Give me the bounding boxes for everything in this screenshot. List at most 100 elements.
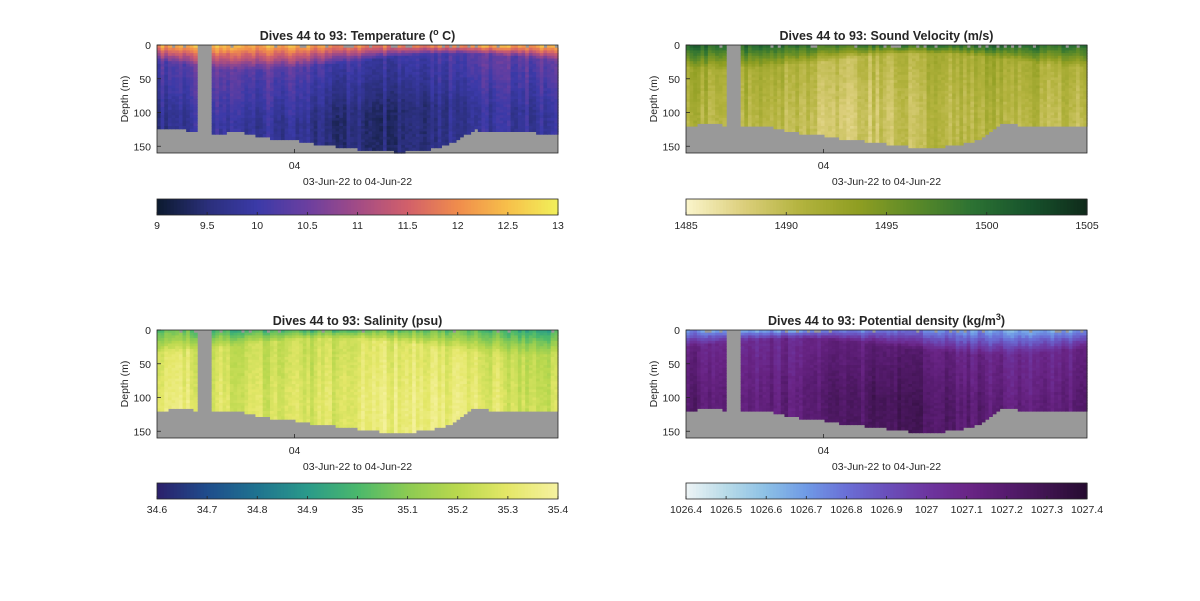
heatmap-cell xyxy=(229,126,235,130)
heatmap-cell xyxy=(397,50,402,54)
heatmap-cell xyxy=(455,117,461,122)
heatmap-cell xyxy=(237,115,242,119)
heatmap-cell xyxy=(437,61,442,65)
heatmap-cell xyxy=(157,99,162,103)
heatmap-cell xyxy=(321,80,326,84)
heatmap-cell xyxy=(335,88,340,92)
heatmap-cell xyxy=(346,136,351,141)
heatmap-cell xyxy=(331,131,337,135)
heatmap-cell xyxy=(452,99,457,103)
heatmap-cell xyxy=(357,88,362,92)
heatmap-cell xyxy=(419,53,424,57)
heatmap-cell xyxy=(747,123,753,127)
heatmap-cell xyxy=(248,128,253,132)
heatmap-cell xyxy=(412,72,417,76)
heatmap-cell xyxy=(299,50,304,54)
heatmap-cell xyxy=(397,117,402,122)
heatmap-cell xyxy=(244,112,249,116)
heatmap-cell xyxy=(390,99,395,103)
heatmap-cell xyxy=(284,47,289,51)
heatmap-cell xyxy=(193,80,198,84)
heatmap-cell xyxy=(364,90,370,95)
heatmap-cell xyxy=(186,61,191,65)
heatmap-cell xyxy=(361,45,366,49)
colorbar-segment xyxy=(387,199,392,215)
heatmap-cell xyxy=(226,120,231,124)
heatmap-cell xyxy=(744,123,749,127)
heatmap-cell xyxy=(302,117,308,122)
heatmap-cell xyxy=(350,96,355,100)
heatmap-cell xyxy=(233,80,238,84)
heatmap-cell xyxy=(160,109,165,114)
heatmap-cell xyxy=(317,128,322,132)
heatmap-cell xyxy=(335,136,340,141)
heatmap-cell xyxy=(270,47,275,51)
heatmap-cell xyxy=(404,55,410,60)
heatmap-cell xyxy=(222,45,227,49)
heatmap-cell xyxy=(291,72,297,76)
heatmap-cell xyxy=(218,88,224,92)
heatmap-cell xyxy=(401,142,406,146)
heatmap-cell xyxy=(404,104,410,108)
heatmap-cell xyxy=(255,128,260,132)
heatmap-cell xyxy=(266,107,271,111)
heatmap-cell xyxy=(313,128,318,132)
heatmap-cell xyxy=(423,131,428,135)
heatmap-cell xyxy=(189,80,195,84)
heatmap-cell xyxy=(306,104,311,108)
heatmap-cell xyxy=(226,85,231,89)
heatmap-cell xyxy=(434,50,439,54)
heatmap-cell xyxy=(270,63,275,68)
heatmap-cell xyxy=(157,104,162,108)
heatmap-cell xyxy=(186,128,191,132)
heatmap-cell xyxy=(404,139,410,143)
heatmap-cell xyxy=(270,117,275,122)
heatmap-cell xyxy=(386,47,391,51)
heatmap-cell xyxy=(259,112,264,116)
heatmap-cell xyxy=(404,58,410,62)
heatmap-cell xyxy=(423,99,428,103)
heatmap-cell xyxy=(426,93,432,97)
colorbar-segment xyxy=(187,199,192,215)
colorbar-segment xyxy=(367,199,372,215)
heatmap-cell xyxy=(368,117,373,122)
heatmap-cell xyxy=(244,101,249,105)
heatmap-cell xyxy=(415,96,421,100)
heatmap-cell xyxy=(186,53,191,57)
heatmap-cell xyxy=(342,144,348,149)
heatmap-cell xyxy=(339,142,344,146)
heatmap-cell xyxy=(299,126,304,130)
heatmap-cell xyxy=(226,63,231,68)
heatmap-cell xyxy=(299,109,304,114)
heatmap-cell xyxy=(375,142,380,146)
heatmap-cell xyxy=(372,99,377,103)
heatmap-cell xyxy=(157,66,162,70)
heatmap-cell xyxy=(430,112,435,116)
heatmap-cell xyxy=(218,69,224,73)
heatmap-cell xyxy=(215,90,220,95)
heatmap-cell xyxy=(383,72,388,76)
heatmap-cell xyxy=(335,63,340,68)
heatmap-cell xyxy=(175,90,180,95)
heatmap-cell xyxy=(321,45,326,49)
heatmap-cell xyxy=(291,128,297,132)
heatmap-cell xyxy=(273,96,278,100)
heatmap-cell xyxy=(324,139,329,143)
heatmap-cell xyxy=(397,150,402,154)
heatmap-cell xyxy=(386,88,391,92)
heatmap-cell xyxy=(379,147,384,151)
heatmap-cell xyxy=(331,126,337,130)
heatmap-cell xyxy=(393,136,399,141)
heatmap-cell xyxy=(218,101,224,105)
heatmap-cell xyxy=(302,99,308,103)
heatmap-cell xyxy=(328,45,333,49)
heatmap-cell xyxy=(434,88,439,92)
heatmap-cell xyxy=(448,107,453,111)
heatmap-cell xyxy=(240,120,246,124)
heatmap-cell xyxy=(423,45,428,49)
heatmap-cell xyxy=(280,126,286,130)
heatmap-cell xyxy=(324,99,329,103)
heatmap-cell xyxy=(284,117,289,122)
heatmap-cell xyxy=(310,115,315,119)
heatmap-cell xyxy=(222,50,227,54)
